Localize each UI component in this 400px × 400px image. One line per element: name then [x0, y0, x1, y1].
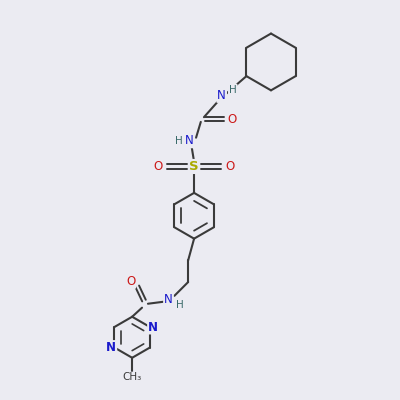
- Text: N: N: [217, 89, 226, 102]
- Text: N: N: [106, 341, 116, 354]
- Text: H: H: [175, 136, 183, 146]
- Text: S: S: [189, 160, 199, 173]
- Text: N: N: [164, 293, 173, 306]
- Text: O: O: [226, 160, 235, 173]
- Text: O: O: [126, 275, 135, 288]
- Text: N: N: [148, 320, 158, 334]
- Text: H: H: [176, 300, 183, 310]
- Text: O: O: [153, 160, 162, 173]
- Text: O: O: [228, 113, 237, 126]
- Text: N: N: [185, 134, 194, 147]
- Text: CH₃: CH₃: [122, 372, 142, 382]
- Text: H: H: [229, 84, 237, 94]
